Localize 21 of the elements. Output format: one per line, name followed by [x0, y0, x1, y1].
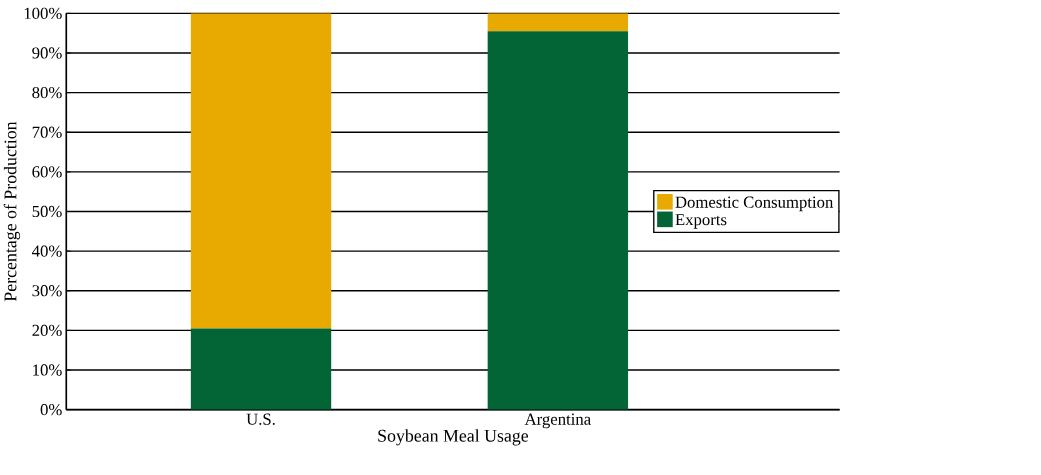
bar [190, 328, 332, 410]
legend-label: Exports [675, 214, 727, 229]
y-tick-label: 50% [32, 205, 62, 218]
x-tick-label: U.S. [246, 413, 275, 425]
y-tick-label: 100% [24, 7, 62, 20]
y-axis-title: Percentage of Production [3, 121, 21, 302]
x-axis-title: Soybean Meal Usage [378, 429, 529, 446]
y-tick-label: 60% [32, 166, 62, 178]
y-tick-label: 90% [32, 47, 62, 59]
y-tick-label: 40% [32, 245, 62, 257]
legend-label: Domestic Consumption [675, 196, 834, 212]
y-tick-label: 70% [32, 126, 62, 139]
y-tick-label: 0% [40, 404, 62, 416]
y-tick-label: 30% [32, 285, 62, 297]
bar [487, 31, 629, 410]
bar [487, 13, 629, 32]
bar [190, 13, 332, 329]
y-tick-label: 80% [32, 87, 62, 99]
y-tick-label: 20% [32, 324, 62, 337]
x-tick-label: Argentina [524, 413, 591, 429]
y-tick-label: 10% [33, 364, 62, 376]
